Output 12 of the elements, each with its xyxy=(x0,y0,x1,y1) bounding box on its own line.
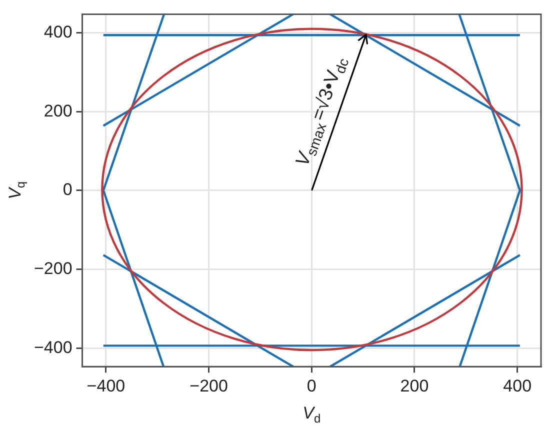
x-tick-label: 200 xyxy=(400,376,429,396)
y-axis-title: Vq xyxy=(6,181,28,200)
y-tick-label: −200 xyxy=(34,258,72,278)
x-tick-label: 0 xyxy=(306,376,316,396)
y-tick-label: −400 xyxy=(34,338,72,357)
y-tick-label: 0 xyxy=(62,180,72,200)
x-tick-label: −200 xyxy=(190,376,228,396)
annotation: Vsmax=√3•Vdc xyxy=(292,56,352,170)
x-tick-label: −400 xyxy=(86,376,126,396)
y-tick-label: 400 xyxy=(44,22,72,42)
x-tick-label: 400 xyxy=(503,376,532,396)
y-tick-label: 200 xyxy=(44,101,72,120)
